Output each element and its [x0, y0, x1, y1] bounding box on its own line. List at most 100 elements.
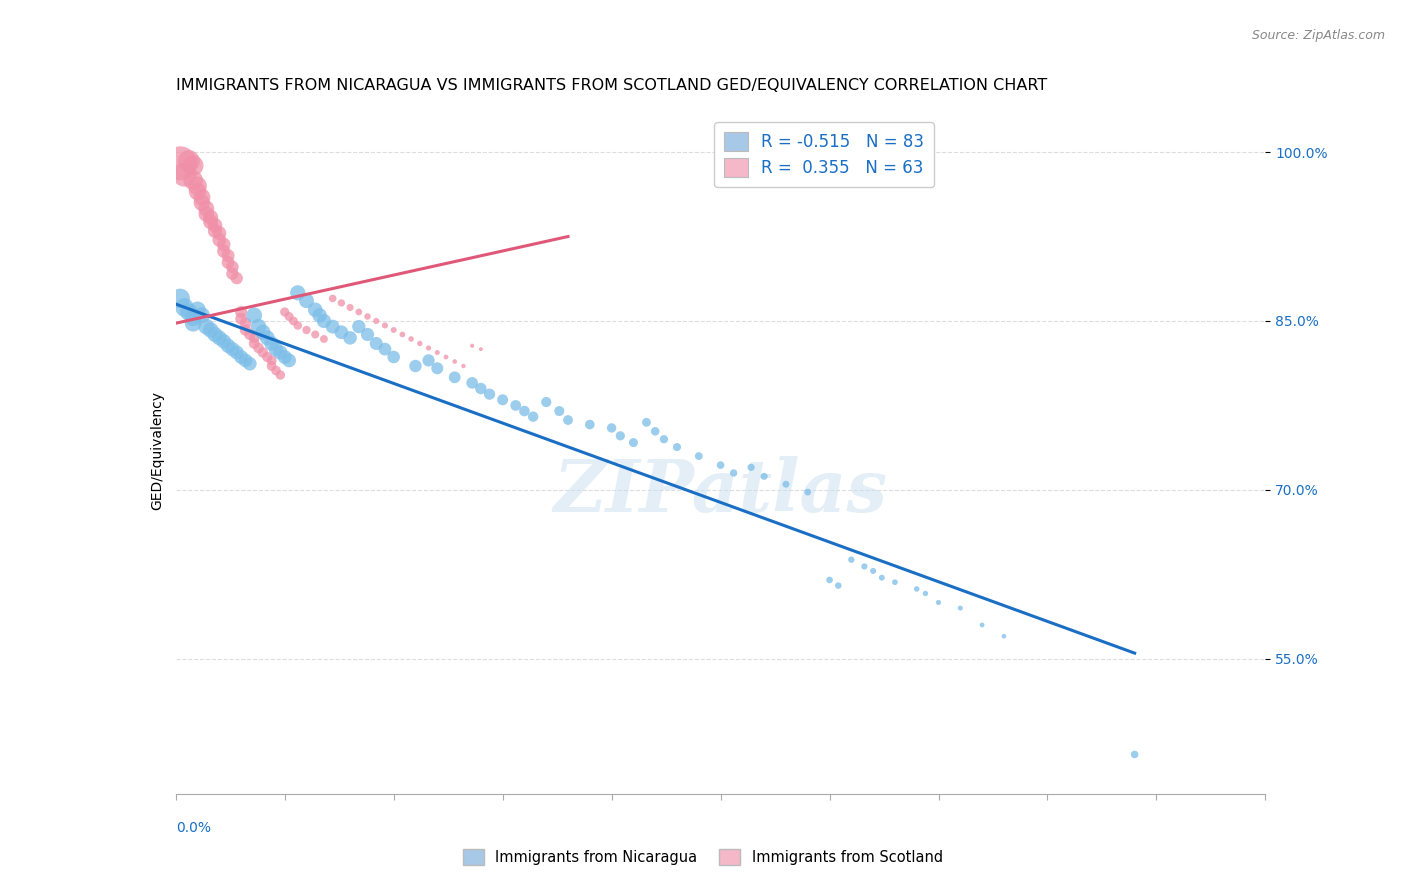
Point	[200, 211, 222, 225]
Point	[443, 370, 465, 384]
Point	[204, 327, 226, 342]
Point	[775, 477, 797, 491]
Point	[308, 309, 330, 323]
Point	[600, 421, 623, 435]
Point	[522, 409, 544, 424]
Point	[169, 292, 191, 306]
Point	[688, 449, 710, 463]
Point	[740, 460, 762, 475]
Point	[243, 336, 266, 351]
Point	[841, 552, 863, 566]
Point	[283, 314, 305, 328]
Point	[870, 571, 893, 585]
Point	[217, 255, 239, 269]
Point	[235, 323, 257, 337]
Point	[186, 302, 209, 317]
Legend: Immigrants from Nicaragua, Immigrants from Scotland: Immigrants from Nicaragua, Immigrants fr…	[457, 843, 949, 871]
Point	[434, 350, 457, 364]
Point	[195, 202, 218, 216]
Point	[312, 332, 335, 346]
Point	[221, 267, 243, 281]
Point	[470, 382, 492, 396]
Y-axis label: GED/Equivalency: GED/Equivalency	[150, 391, 165, 510]
Point	[217, 339, 239, 353]
Point	[243, 331, 266, 345]
Point	[204, 219, 226, 233]
Point	[195, 207, 218, 221]
Point	[1123, 747, 1146, 762]
Point	[212, 237, 235, 252]
Point	[347, 319, 370, 334]
Point	[231, 311, 253, 326]
Point	[252, 325, 274, 339]
Point	[405, 359, 427, 373]
Point	[260, 336, 283, 351]
Point	[247, 319, 270, 334]
Point	[278, 310, 301, 324]
Point	[260, 359, 283, 373]
Point	[818, 573, 841, 587]
Point	[274, 305, 297, 319]
Point	[295, 293, 318, 308]
Point	[204, 224, 226, 238]
Point	[231, 305, 253, 319]
Point	[470, 342, 492, 356]
Point	[177, 154, 200, 169]
Point	[195, 319, 218, 334]
Point	[418, 353, 440, 368]
Point	[366, 336, 388, 351]
Point	[231, 350, 253, 364]
Point	[256, 350, 278, 364]
Point	[181, 310, 204, 325]
Point	[212, 334, 235, 349]
Point	[710, 458, 733, 472]
Point	[356, 327, 378, 342]
Point	[169, 156, 191, 170]
Text: 0.0%: 0.0%	[176, 822, 211, 835]
Point	[191, 195, 214, 210]
Point	[513, 404, 536, 418]
Point	[287, 318, 309, 333]
Point	[173, 168, 195, 182]
Point	[914, 586, 936, 600]
Point	[418, 341, 440, 355]
Point	[723, 466, 745, 480]
Point	[235, 316, 257, 330]
Point	[274, 350, 297, 364]
Point	[534, 395, 557, 409]
Point	[256, 331, 278, 345]
Point	[356, 310, 378, 324]
Point	[264, 342, 287, 356]
Point	[177, 305, 200, 319]
Point	[505, 399, 527, 413]
Point	[644, 425, 666, 439]
Point	[492, 392, 515, 407]
Point	[260, 353, 283, 368]
Point	[548, 404, 571, 418]
Point	[208, 233, 231, 247]
Point	[928, 595, 950, 609]
Legend: R = -0.515   N = 83, R =  0.355   N = 63: R = -0.515 N = 83, R = 0.355 N = 63	[714, 122, 934, 187]
Point	[557, 413, 579, 427]
Point	[453, 359, 475, 373]
Point	[243, 309, 266, 323]
Point	[221, 342, 243, 356]
Point	[239, 357, 262, 371]
Point	[652, 432, 675, 446]
Point	[827, 578, 849, 592]
Point	[212, 244, 235, 259]
Point	[862, 564, 884, 578]
Point	[443, 354, 465, 368]
Point	[239, 327, 262, 342]
Point	[278, 353, 301, 368]
Point	[191, 190, 214, 204]
Point	[252, 345, 274, 359]
Point	[621, 435, 644, 450]
Point	[304, 327, 326, 342]
Point	[181, 173, 204, 187]
Point	[322, 319, 344, 334]
Point	[884, 575, 907, 590]
Point	[609, 429, 631, 443]
Text: Source: ZipAtlas.com: Source: ZipAtlas.com	[1251, 29, 1385, 43]
Point	[330, 296, 353, 310]
